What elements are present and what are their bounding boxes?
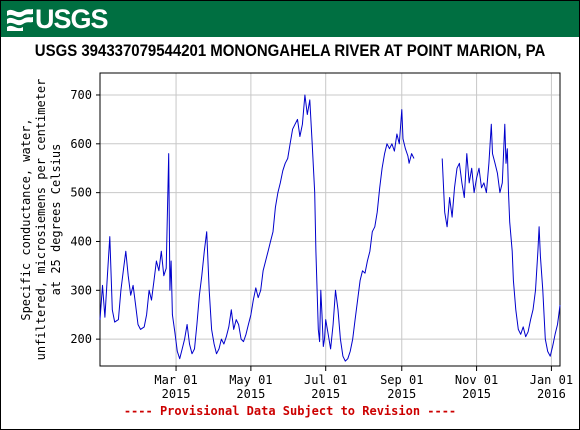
y-axis-label-group: Specific conductance, water, unfiltered, … [19,79,63,361]
x-tick-label-year: 2015 [162,387,191,400]
chart-title: USGS 394337079544201 MONONGAHELA RIVER A… [34,41,546,60]
series-line-segment-2 [441,123,561,357]
y-axis-ticks: 200 300 400 500 600 700 [70,88,100,346]
x-tick-label-year: 2015 [387,387,416,400]
x-tick-label-year: 2015 [236,387,265,400]
y-axis-label-line: Specific conductance, water, [19,118,33,320]
x-tick-label-year: 2015 [462,387,491,400]
usgs-banner: USGS [1,1,579,37]
y-axis-label: Specific conductance, water, unfiltered, … [19,79,63,361]
x-tick-label-month: Jul 01 [304,373,347,387]
y-tick-label: 200 [70,332,92,346]
grid-lines [100,73,560,366]
y-tick-label: 500 [70,186,92,200]
y-axis-label-line: at 25 degrees Celsius [49,144,63,296]
series-line-segment-1 [99,94,415,362]
x-tick-label-month: Sep 01 [380,373,423,387]
provisional-data-notice: ---- Provisional Data Subject to Revisio… [123,404,457,418]
usgs-logo-text: USGS [35,4,109,34]
y-axis-label-line: unfiltered, microsiemens per centimeter [34,79,48,361]
x-tick-label-year: 2016 [537,387,566,400]
usgs-wave-logo-icon [7,9,33,31]
x-tick-label-month: May 01 [229,373,272,387]
x-tick-label-month: Jan 01 [530,373,573,387]
y-tick-label: 400 [70,234,92,248]
x-tick-label-year: 2015 [311,387,340,400]
y-tick-label: 300 [70,283,92,297]
series-group [99,94,561,362]
x-tick-label-month: Nov 01 [455,373,498,387]
y-tick-label: 700 [70,88,92,102]
x-tick-label-month: Mar 01 [154,373,197,387]
plot-area-border [99,72,561,367]
y-tick-label: 600 [70,137,92,151]
